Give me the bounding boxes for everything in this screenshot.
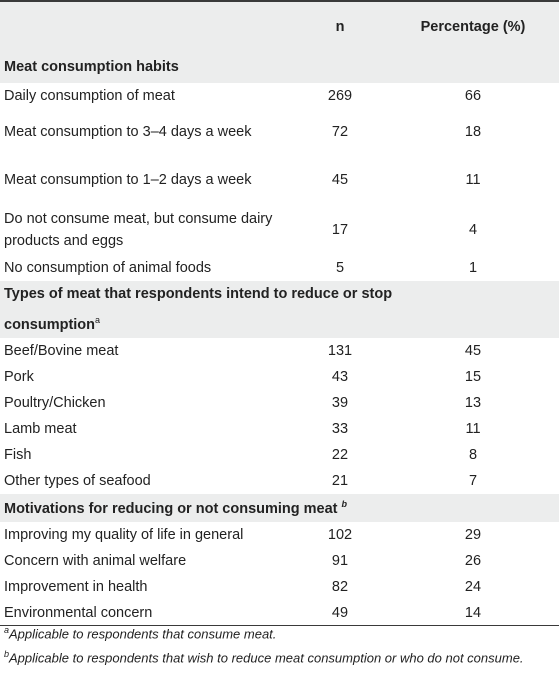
row-n: 72 — [331, 124, 349, 140]
table-row: Beef/Bovine meat 131 45 — [0, 338, 559, 364]
row-label: Lamb meat — [4, 420, 77, 437]
header-percentage: Percentage (%) — [420, 18, 526, 35]
row-n: 17 — [331, 222, 349, 238]
row-label: Meat consumption to 1–2 days a week — [4, 172, 252, 188]
header-row: n Percentage (%) — [0, 1, 559, 51]
section-title: Meat consumption habits — [4, 59, 179, 75]
footnote-a-text: Applicable to respondents that consume m… — [9, 626, 277, 642]
header-label — [0, 1, 293, 51]
row-label: Meat consumption to 3–4 days a week — [4, 124, 252, 140]
row-percentage: 26 — [464, 552, 482, 569]
section-title: Types of meat that respondents intend to… — [0, 281, 559, 338]
table-row: No consumption of animal foods 5 1 — [0, 255, 559, 281]
table-row: Environmental concern 49 14 — [0, 600, 559, 626]
row-n: 43 — [331, 368, 349, 385]
section-title-line1: Types of meat that respondents intend to… — [4, 286, 393, 302]
table-row: Fish 22 8 — [0, 442, 559, 468]
footnote-a-mark: a — [4, 625, 10, 635]
footnotes: aApplicable to respondents that consume … — [4, 620, 554, 669]
row-percentage: 18 — [464, 124, 482, 140]
row-label: Fish — [4, 446, 32, 463]
row-n: 82 — [331, 578, 349, 595]
footnote-b-mark: b — [4, 649, 10, 660]
row-label: Pork — [4, 368, 34, 385]
table-row: Pork 43 15 — [0, 364, 559, 390]
row-percentage: 66 — [464, 88, 482, 104]
footnote-mark-a: a — [95, 315, 101, 325]
row-n: 269 — [327, 88, 353, 104]
row-percentage: 8 — [468, 446, 478, 463]
table-row: Meat consumption to 1–2 days a week 45 1… — [0, 155, 559, 205]
row-label: Improvement in health — [4, 578, 148, 595]
section-header: Types of meat that respondents intend to… — [0, 281, 559, 338]
row-label: No consumption of animal foods — [4, 260, 212, 276]
row-n: 131 — [327, 342, 353, 359]
footnote-mark-b: b — [341, 498, 348, 509]
row-n: 21 — [331, 472, 349, 489]
row-percentage: 45 — [464, 342, 482, 359]
row-n: 22 — [331, 446, 349, 463]
row-label: Concern with animal welfare — [4, 552, 187, 569]
row-percentage: 14 — [464, 604, 482, 621]
row-percentage: 15 — [464, 368, 482, 385]
table-row: Meat consumption to 3–4 days a week 72 1… — [0, 109, 559, 155]
row-percentage: 11 — [465, 420, 481, 437]
row-percentage: 13 — [464, 394, 482, 411]
row-label: Other types of seafood — [4, 472, 151, 489]
row-n: 5 — [335, 260, 345, 276]
table-row: Lamb meat 33 11 — [0, 416, 559, 442]
footnote-b-text: Applicable to respondents that wish to r… — [9, 650, 524, 666]
table-row: Do not consume meat, but consume dairy p… — [0, 205, 559, 255]
footnote-a: aApplicable to respondents that consume … — [4, 620, 554, 644]
section-title-text: Motivations for reducing or not consumin… — [4, 500, 338, 517]
row-percentage: 11 — [465, 172, 481, 188]
table-row: Poultry/Chicken 39 13 — [0, 390, 559, 416]
row-label: Improving my quality of life in general — [4, 526, 244, 543]
row-percentage: 29 — [464, 526, 482, 543]
row-n: 102 — [327, 526, 353, 543]
table-row: Concern with animal welfare 91 26 — [0, 548, 559, 574]
section-title: Motivations for reducing or not consumin… — [0, 494, 559, 522]
row-n: 49 — [331, 604, 349, 621]
section-header: Motivations for reducing or not consumin… — [0, 493, 559, 522]
row-label: Poultry/Chicken — [4, 394, 106, 411]
row-n: 91 — [331, 552, 349, 569]
row-percentage: 1 — [468, 260, 478, 276]
row-n: 39 — [331, 394, 349, 411]
row-label: Daily consumption of meat — [4, 88, 175, 104]
row-percentage: 4 — [468, 222, 478, 238]
row-label: Environmental concern — [4, 604, 153, 621]
row-label: Do not consume meat, but consume dairy p… — [4, 211, 273, 249]
row-n: 45 — [331, 172, 349, 188]
header-n: n — [335, 18, 345, 35]
section-title-line2: consumption — [4, 316, 96, 333]
table-row: Improving my quality of life in general … — [0, 522, 559, 548]
row-percentage: 7 — [468, 472, 478, 489]
table-row: Daily consumption of meat 269 66 — [0, 83, 559, 109]
footnote-b: bApplicable to respondents that wish to … — [4, 644, 554, 668]
table-row: Improvement in health 82 24 — [0, 574, 559, 600]
table-row: Other types of seafood 21 7 — [0, 468, 559, 494]
row-label: Beef/Bovine meat — [4, 342, 119, 359]
section-header: Meat consumption habits — [0, 51, 559, 83]
row-percentage: 24 — [464, 578, 482, 595]
data-table: n Percentage (%) Meat consumption habits… — [0, 1, 559, 626]
row-n: 33 — [331, 420, 349, 437]
